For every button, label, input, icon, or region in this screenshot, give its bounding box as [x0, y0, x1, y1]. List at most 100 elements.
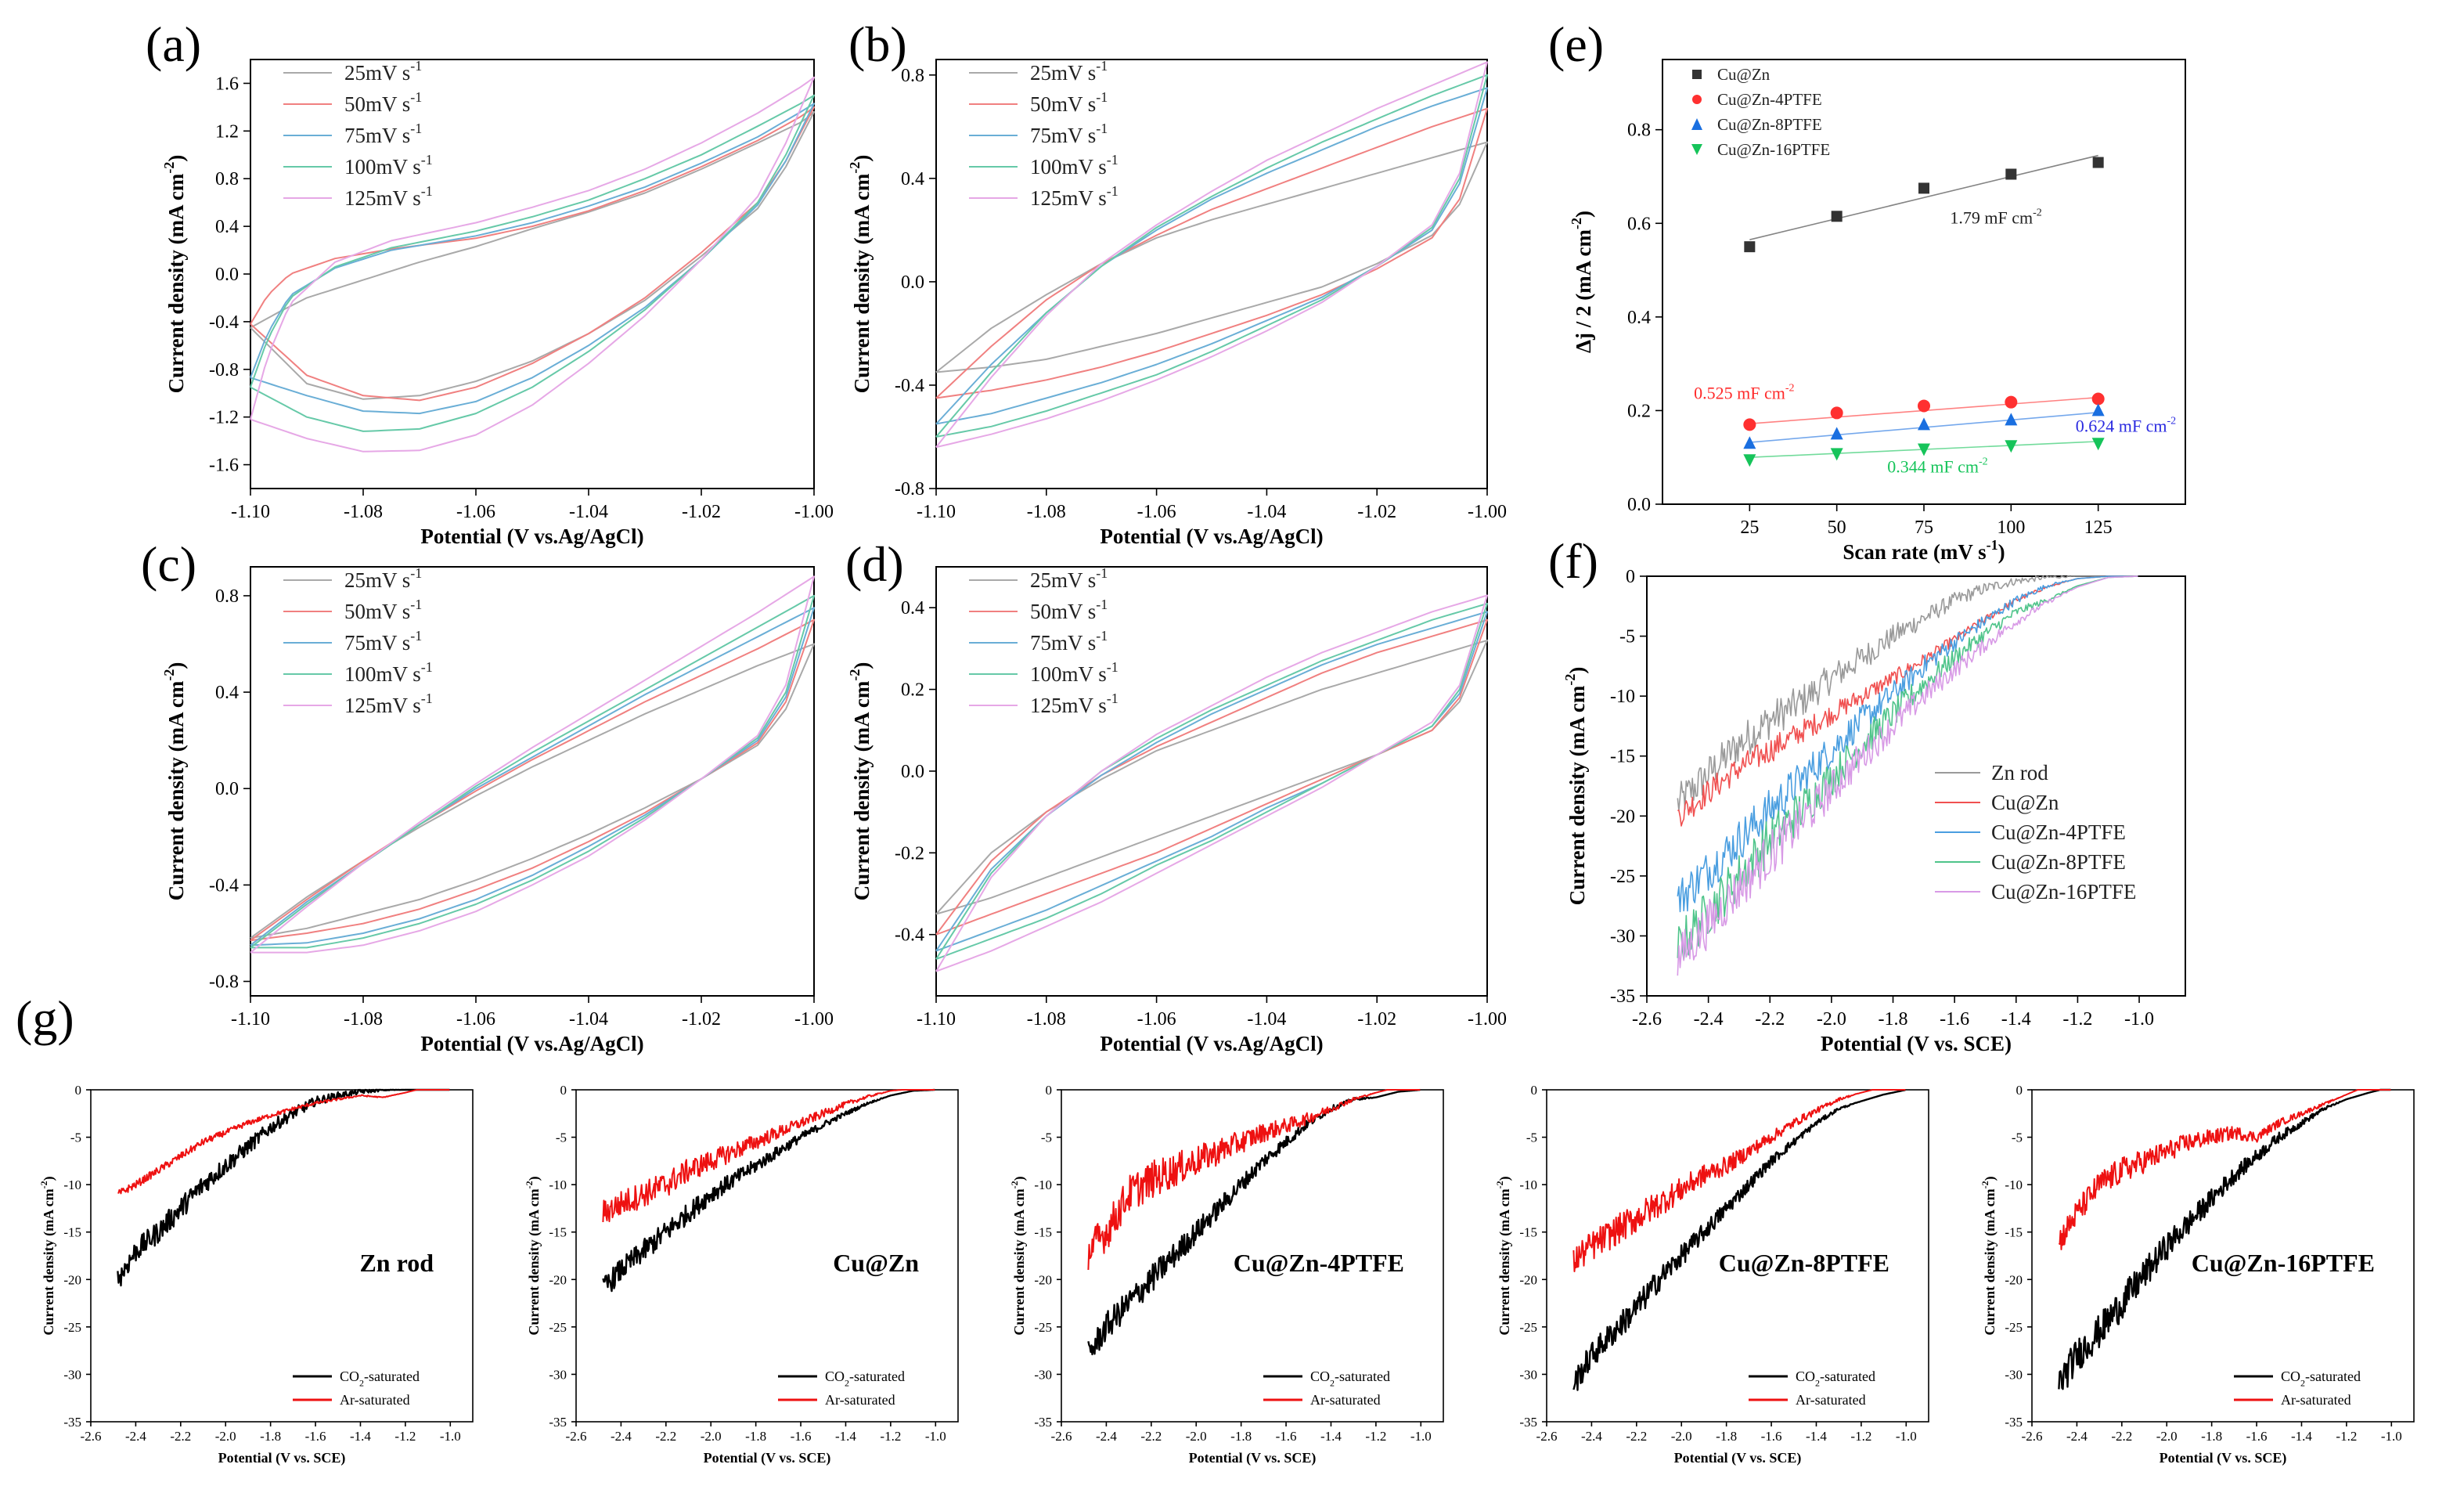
plot-frame: [1061, 1089, 1444, 1423]
data-point: [1830, 448, 1843, 461]
legend-label: 75mV s-1​: [344, 121, 422, 147]
x-tick-label: -1.2: [2336, 1429, 2357, 1444]
data-point: [2091, 403, 2105, 417]
x-tick-label: -1.8: [745, 1429, 766, 1444]
x-tick-label: -1.4: [835, 1429, 856, 1444]
x-tick-label: -1.06: [1137, 502, 1176, 522]
legend-label: Cu@Zn-8PTFE: [1717, 115, 1822, 134]
x-tick-label: -1.2: [1850, 1429, 1871, 1444]
x-tick-label: -2.0: [1671, 1429, 1692, 1444]
x-tick-label: -1.02: [682, 502, 721, 522]
legend-label: Ar-saturated: [1310, 1392, 1381, 1408]
panel-label: (b): [848, 16, 907, 72]
x-tick-label: -2.6: [1536, 1429, 1558, 1444]
y-tick-label: -10: [2005, 1177, 2023, 1192]
x-tick-label: -1.10: [917, 1009, 956, 1030]
y-tick-label: 0.0: [901, 762, 924, 782]
ar-curve: [1572, 1089, 1906, 1272]
y-tick-label: -15: [2005, 1225, 2023, 1240]
y-tick-label: 0.0: [1627, 495, 1651, 515]
x-tick-label: -1.0: [1410, 1429, 1432, 1444]
y-tick-label: -35: [2005, 1415, 2023, 1430]
x-tick-label: -2.2: [2111, 1429, 2132, 1444]
lsv-curve: [1677, 575, 2138, 827]
y-axis-title: Current density (mA cm-2​): [1494, 1176, 1513, 1335]
cv-curve: [935, 594, 1488, 972]
x-tick-label: -1.4: [2001, 1009, 2031, 1030]
y-tick-label: 0: [2016, 1083, 2023, 1098]
legend-label: 75mV s-1​: [1030, 628, 1108, 655]
x-tick-label: -2.0: [1186, 1429, 1207, 1444]
x-tick-label: -1.6: [1761, 1429, 1782, 1444]
legend-label: 50mV s-1​: [1030, 597, 1108, 623]
cv-curve: [935, 611, 1488, 952]
x-tick-label: -1.2: [2062, 1009, 2092, 1030]
y-tick-label: -15: [63, 1225, 81, 1240]
x-tick-label: -2.4: [1096, 1429, 1117, 1444]
x-tick-label: -2.2: [1755, 1009, 1785, 1030]
panel-g3: -2.6 -2.4 -2.2 -2.0 -1.8 -1.6 -1.4 -1.2 -1.0 -35 -…: [1009, 1083, 1444, 1466]
x-tick-label: -1.00: [794, 502, 834, 522]
y-tick-label: -10: [549, 1177, 567, 1192]
cv-curve: [935, 639, 1488, 915]
legend-marker: [1691, 144, 1702, 155]
x-tick-label: -1.4: [2291, 1429, 2312, 1444]
y-tick-label: -0.4: [209, 875, 239, 896]
y-tick-label: -20: [2005, 1272, 2023, 1287]
y-tick-label: -20: [1519, 1272, 1537, 1287]
y-tick-label: 0.0: [215, 779, 239, 799]
x-tick-label: -1.8: [2201, 1429, 2222, 1444]
y-tick-label: -15: [1519, 1225, 1537, 1240]
legend-label: 125mV s-1​: [344, 183, 433, 210]
panel-g1: -2.6 -2.4 -2.2 -2.0 -1.8 -1.6 -1.4 -1.2 -1.0 -35 -…: [38, 1083, 474, 1466]
y-tick-label: 0.4: [901, 598, 924, 618]
plot-frame: [575, 1089, 959, 1423]
legend-label: 75mV s-1​: [344, 628, 422, 655]
y-tick-label: 0.8: [215, 586, 239, 607]
plot-frame: [1646, 575, 2186, 997]
x-tick-label: -1.10: [231, 1009, 270, 1030]
y-tick-label: -20: [1610, 806, 1635, 827]
y-tick-label: 0.0: [215, 265, 239, 285]
x-tick-label: -2.6: [1051, 1429, 1072, 1444]
panel-label: (f): [1548, 533, 1598, 589]
panel-label: (a): [146, 16, 201, 72]
y-tick-label: -25: [2005, 1320, 2023, 1335]
y-tick-label: 0.8: [901, 66, 924, 86]
legend-marker: [1692, 70, 1702, 79]
lsv-curve: [1677, 575, 2138, 961]
legend-label: Ar-saturated: [1796, 1392, 1866, 1408]
legend-label: 100mV s-1​: [344, 659, 433, 686]
plot-frame: [250, 566, 815, 997]
x-tick-label: -1.04: [1247, 1009, 1286, 1030]
x-tick-label: -1.02: [682, 1009, 721, 1030]
x-tick-label: -1.4: [1806, 1429, 1827, 1444]
legend-label: 125mV s-1​: [1030, 691, 1119, 717]
cv-curve: [250, 76, 815, 453]
co2-curve: [602, 1088, 935, 1293]
y-tick-label: -30: [63, 1367, 81, 1382]
cv-curve: [935, 603, 1488, 960]
x-tick-label: -2.4: [611, 1429, 632, 1444]
y-tick-label: -15: [549, 1225, 567, 1240]
y-tick-label: -30: [1034, 1367, 1052, 1382]
y-tick-label: -0.4: [209, 312, 239, 333]
x-tick-label: -1.8: [1879, 1009, 1908, 1030]
x-tick-label: -1.10: [917, 502, 956, 522]
data-point: [1918, 399, 1930, 413]
legend-label: Cu@Zn-16PTFE: [1717, 140, 1830, 159]
legend-label: Ar-saturated: [2281, 1392, 2351, 1408]
y-tick-label: 0: [1531, 1083, 1538, 1098]
panel-b: -1.10 -1.08 -1.06 -1.04 -1.02 -1.00 -0.8 -0.4 0.…: [847, 58, 1507, 548]
legend-marker: [1692, 95, 1702, 104]
x-tick-label: -1.6: [1276, 1429, 1297, 1444]
y-tick-label: -5: [1619, 627, 1635, 647]
cv-curve: [935, 61, 1488, 449]
data-point: [1743, 418, 1756, 431]
legend-label: 25mV s-1​: [1030, 565, 1108, 592]
x-tick-label: -1.4: [350, 1429, 371, 1444]
co2-curve: [1087, 1088, 1421, 1356]
legend-label: 25mV s-1​: [344, 58, 422, 85]
y-tick-label: -30: [1610, 926, 1635, 947]
y-tick-label: -10: [1610, 687, 1635, 707]
